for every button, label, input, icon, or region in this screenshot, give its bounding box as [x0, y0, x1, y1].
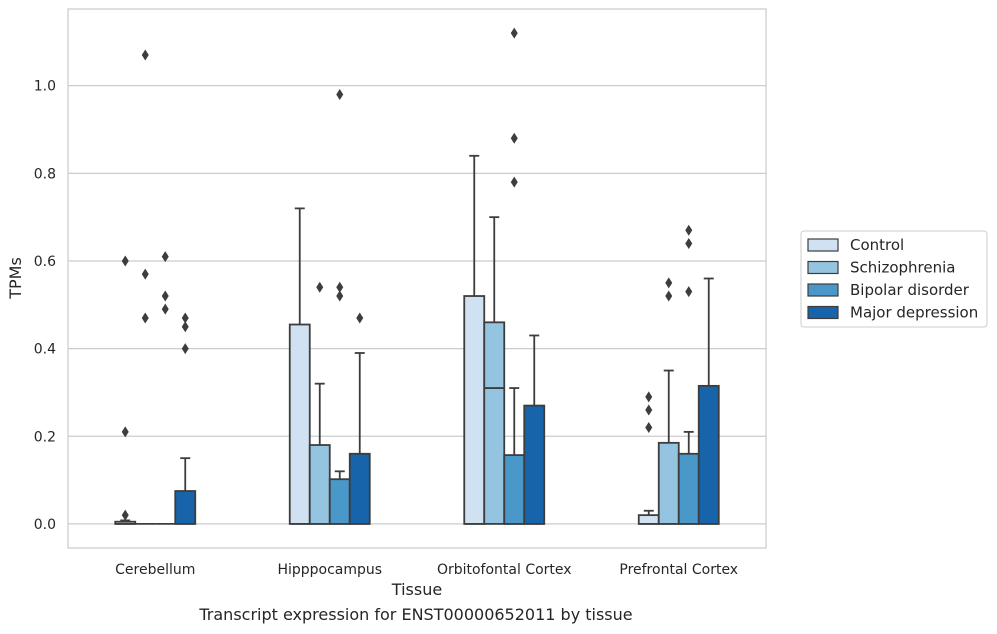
outlier-point: [685, 224, 693, 236]
outlier-point: [316, 281, 324, 293]
outlier-point: [181, 343, 189, 355]
outlier-point: [161, 251, 169, 263]
box-rect: [697, 384, 720, 525]
outlier-point: [685, 286, 693, 298]
box-0-2: [155, 251, 176, 525]
plot-frame: [67, 8, 767, 549]
legend-entry-label: Major depression: [850, 304, 978, 322]
box-0-0: [114, 255, 137, 525]
outlier-point: [161, 303, 169, 315]
y-tick-label: 0.4: [34, 342, 56, 358]
y-tick-label: 0.0: [34, 517, 56, 533]
outlier-point: [510, 176, 518, 188]
box-2-3: [523, 334, 546, 525]
box-1-2: [328, 88, 351, 525]
outlier-point: [121, 255, 129, 267]
box-rect: [463, 295, 486, 525]
box-rect: [483, 321, 506, 525]
y-axis-label: TPMs: [6, 257, 25, 300]
outlier-point: [141, 312, 149, 324]
outlier-point: [141, 49, 149, 61]
x-tick-label: Orbitofontal Cortex: [437, 562, 572, 578]
outlier-point: [121, 426, 129, 438]
y-tick-label: 1.0: [34, 79, 56, 95]
x-tick-label: Prefrontal Cortex: [619, 562, 738, 578]
outlier-point: [645, 421, 653, 433]
box-rect: [288, 323, 311, 525]
legend-entry-label: Schizophrenia: [850, 259, 955, 277]
box-2-1: [483, 216, 506, 525]
legend-frame: [800, 230, 988, 328]
box-rect: [308, 444, 331, 525]
legend-swatch: [807, 305, 839, 320]
outlier-point: [510, 27, 518, 39]
box-rect: [637, 514, 660, 525]
box-1-3: [348, 312, 371, 525]
box-rect: [503, 454, 526, 525]
legend: Control Schizophrenia Bipolar disorder Majo…: [800, 230, 988, 328]
outlier-point: [510, 132, 518, 144]
outlier-point: [645, 404, 653, 416]
x-axis-label: Tissue: [391, 580, 442, 599]
box-0-1: [135, 49, 156, 525]
box-rect: [657, 441, 680, 525]
outlier-point: [336, 88, 344, 100]
legend-swatch: [807, 260, 839, 275]
box-rect: [677, 452, 700, 525]
outlier-point: [121, 509, 129, 521]
box-0-3: [174, 312, 197, 525]
outlier-point: [645, 391, 653, 403]
y-tick-label: 0.6: [34, 254, 56, 270]
outlier-point: [665, 277, 673, 289]
outlier-point: [161, 290, 169, 302]
outlier-point: [336, 281, 344, 293]
box-rect: [523, 404, 546, 525]
y-tick-label: 0.8: [34, 166, 56, 182]
outlier-point: [336, 290, 344, 302]
legend-swatch: [807, 283, 839, 297]
y-tick-label: 0.2: [34, 429, 56, 445]
outlier-point: [181, 312, 189, 324]
outlier-point: [141, 268, 149, 280]
legend-entry-label: Bipolar disorder: [850, 281, 970, 299]
outlier-point: [356, 312, 364, 324]
chart-caption: Transcript expression for ENST0000065201…: [199, 605, 633, 624]
box-3-2: [677, 224, 700, 525]
box-1-0: [288, 207, 311, 525]
box-rect: [328, 478, 351, 525]
legend-entry-label: Control: [850, 236, 904, 254]
outlier-point: [181, 321, 189, 333]
legend-swatch: [807, 238, 839, 252]
box-rect: [174, 490, 197, 525]
outlier-point: [665, 290, 673, 302]
box-series: [114, 27, 720, 525]
y-axis-ticks: 0.0 0.2 0.4 0.6 0.8 1.0: [34, 79, 56, 533]
box-rect: [348, 452, 371, 525]
x-axis-ticks: Cerebellum Hipppocampus Orbitofontal Corte…: [115, 562, 738, 578]
box-3-3: [697, 277, 720, 525]
outlier-point: [685, 237, 693, 249]
x-tick-label: Hipppocampus: [277, 562, 382, 578]
x-tick-label: Cerebellum: [115, 562, 195, 578]
